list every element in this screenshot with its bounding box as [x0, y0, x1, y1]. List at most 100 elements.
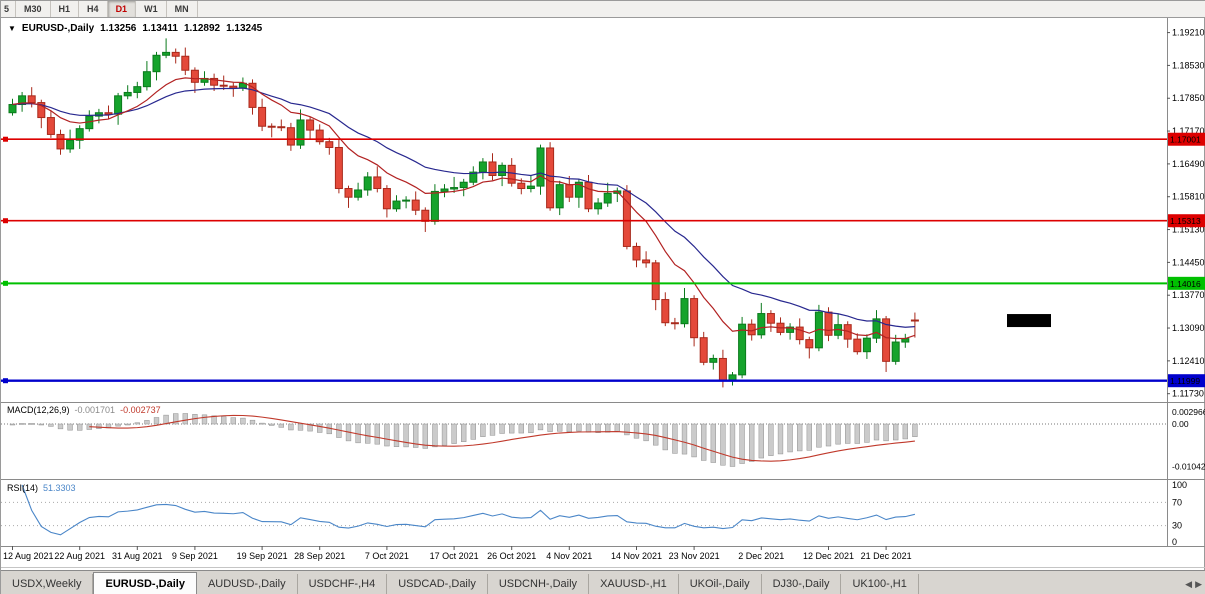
candle-body [565, 184, 574, 198]
candle-body [402, 199, 411, 202]
candle-body [555, 184, 564, 209]
candle-body [478, 161, 487, 173]
tab-scroll-controls: ◀ ▶ [1185, 579, 1202, 590]
tab-eurusd-daily[interactable]: EURUSD-,Daily [93, 572, 197, 594]
candle-body [210, 77, 219, 86]
tab-dj30-daily[interactable]: DJ30-,Daily [761, 574, 842, 594]
tab-scroll-left-icon[interactable]: ◀ [1185, 579, 1193, 589]
macd-name: MACD(12,26,9) [7, 405, 70, 415]
price-tick-label: 1.13770 [1172, 290, 1205, 300]
date-label: 19 Sep 2021 [237, 551, 288, 561]
candle-body [661, 299, 670, 324]
level-price-tag-text: 1.15313 [1170, 216, 1201, 226]
candle-body [651, 262, 660, 301]
time-axis[interactable]: 12 Aug 2021 22 Aug 2021 31 Aug 2021 9 Sep 2… [3, 546, 912, 561]
line-drag-handle[interactable] [3, 280, 8, 286]
timeframe-button-5[interactable]: 5 [1, 1, 17, 17]
chart-menu-icon[interactable]: ▼ [8, 23, 16, 33]
candle-body [114, 95, 123, 115]
tab-usdcnh-daily[interactable]: USDCNH-,Daily [487, 574, 590, 594]
candle-body [517, 182, 526, 190]
ohlc-high: 1.13411 [142, 23, 178, 34]
candle-body [258, 106, 267, 127]
candle-body [248, 82, 257, 108]
line-drag-handle[interactable] [3, 218, 8, 224]
date-label: 14 Nov 2021 [611, 551, 662, 561]
timeframe-button-h1[interactable]: H1 [50, 1, 80, 17]
candle-body [219, 84, 228, 87]
price-tick-label: 1.19210 [1172, 28, 1205, 38]
candle-body [430, 190, 439, 222]
candle-body [440, 188, 449, 192]
line-drag-handle[interactable] [3, 136, 8, 142]
candle-body [469, 171, 478, 183]
candle-body [690, 298, 699, 339]
date-label: 12 Dec 2021 [803, 551, 854, 561]
candle-body [286, 127, 295, 146]
candle-body [786, 326, 795, 333]
candle-body [670, 322, 679, 325]
candle-body [306, 119, 315, 131]
candle-body [411, 199, 420, 211]
chart-canvas[interactable]: 1.19210 1.18530 1.17850 1.17170 1.16490 1.158… [1, 1, 1205, 570]
rsi-indicator-label: RSI(14) 51.3303 [7, 483, 76, 493]
candle-body [488, 161, 497, 176]
price-tick-label: 1.17850 [1172, 93, 1205, 103]
chart-ohlc-header: ▼ EURUSD-,Daily 1.13256 1.13411 1.12892 … [8, 23, 262, 34]
candle-body [75, 128, 84, 141]
tab-ukoil-daily[interactable]: UKOil-,Daily [678, 574, 762, 594]
tab-scroll-right-icon[interactable]: ▶ [1195, 579, 1202, 589]
candle-body [891, 341, 900, 362]
candle-body [910, 319, 919, 322]
rsi-name: RSI(14) [7, 483, 39, 493]
macd-histogram [9, 413, 918, 467]
timeframe-button-d1[interactable]: D1 [107, 1, 137, 17]
candle-body [738, 323, 747, 376]
date-label: 28 Sep 2021 [294, 551, 345, 561]
line-drag-handle[interactable] [3, 378, 8, 384]
candle-body [344, 188, 353, 198]
candle-body [853, 338, 862, 353]
macd-signal-value: -0.002737 [120, 405, 161, 415]
candle-body [526, 185, 535, 190]
candle-body [267, 125, 276, 128]
tab-audusd-daily[interactable]: AUDUSD-,Daily [196, 574, 298, 594]
date-label: 23 Nov 2021 [669, 551, 720, 561]
ma-fast-line [12, 77, 916, 340]
candle-body [354, 189, 363, 198]
candle-body [334, 146, 343, 190]
rsi-axis-label: 30 [1172, 521, 1182, 531]
chart-symbol-period: EURUSD-,Daily [21, 23, 95, 34]
candle-body [584, 181, 593, 210]
price-axis[interactable]: 1.19210 1.18530 1.17850 1.17170 1.16490 1.158… [1167, 28, 1205, 399]
candle-body [46, 117, 55, 135]
tab-usdcad-daily[interactable]: USDCAD-,Daily [387, 574, 488, 594]
level-price-tag [1168, 374, 1205, 388]
candle-body [181, 55, 190, 71]
candle-body [315, 129, 324, 143]
candle-body [421, 209, 430, 222]
timeframe-button-m30[interactable]: M30 [16, 1, 51, 17]
tab-usdx-weekly[interactable]: USDX,Weekly [1, 574, 94, 594]
candle-body [882, 318, 891, 362]
rsi-axis-label: 0 [1172, 537, 1177, 547]
candle-body [824, 311, 833, 336]
tab-xauusd-h1[interactable]: XAUUSD-,H1 [589, 574, 679, 594]
date-label: 4 Nov 2021 [546, 551, 592, 561]
date-label: 31 Aug 2021 [112, 551, 163, 561]
price-tick-label: 1.15810 [1172, 192, 1205, 202]
tab-uk100-h1[interactable]: UK100-,H1 [841, 574, 919, 594]
timeframe-button-h4[interactable]: H4 [79, 1, 108, 17]
chart-tabs-bar: USDX,Weekly EURUSD-,Daily AUDUSD-,Daily USD… [1, 570, 1205, 594]
tab-usdchf-h4[interactable]: USDCHF-,H4 [297, 574, 388, 594]
candle-body [507, 164, 516, 184]
ohlc-low: 1.12892 [183, 23, 221, 34]
level-price-tag [1168, 132, 1205, 146]
timeframe-button-w1[interactable]: W1 [136, 1, 167, 17]
candle-body [862, 337, 871, 353]
date-label: 26 Oct 2021 [487, 551, 536, 561]
candle-body [18, 95, 27, 106]
candle-body [450, 187, 459, 190]
timeframe-button-mn[interactable]: MN [166, 1, 198, 17]
macd-axis-label: 0.002966 [1172, 407, 1205, 417]
